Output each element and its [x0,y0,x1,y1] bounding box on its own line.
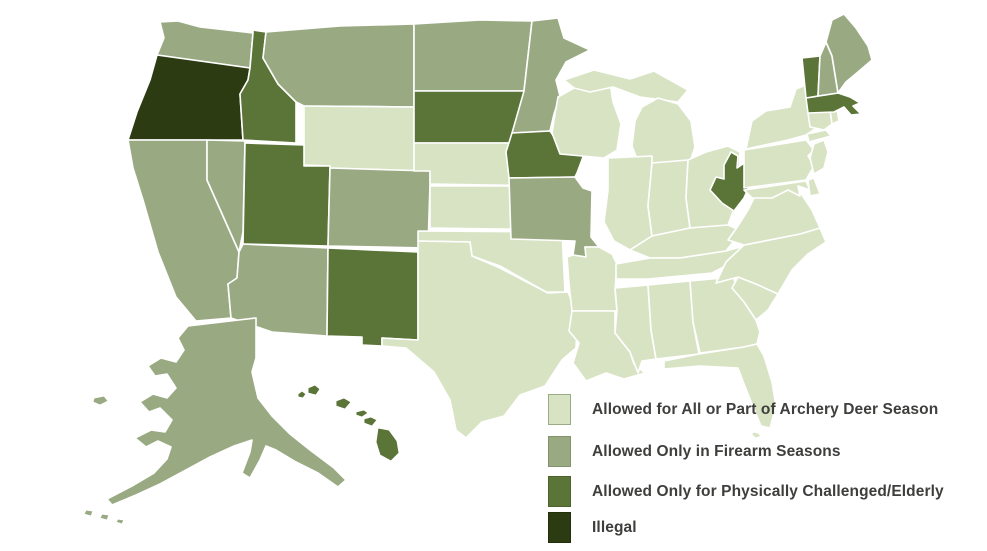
legend-item-firearm: Allowed Only in Firearm Seasons [548,436,841,467]
state-florida-keys [751,431,762,439]
state-new-jersey [809,139,829,175]
legend-swatch-archery [548,394,571,425]
states-group [83,13,873,525]
legend-item-challenged: Allowed Only for Physically Challenged/E… [548,476,944,507]
state-delaware [807,177,821,197]
legend-label-challenged: Allowed Only for Physically Challenged/E… [592,482,944,500]
legend-swatch-illegal [548,512,571,543]
state-maryland [743,180,811,199]
state-michigan-up [563,69,689,103]
state-hawaii-kauai [307,384,321,396]
state-colorado [327,167,431,249]
state-alaska-island [92,395,109,406]
legend-swatch-firearm [548,436,571,467]
state-wisconsin [551,81,622,159]
state-hawaii-oahu [335,397,352,410]
state-hawaii-niihau [297,390,307,399]
state-alaska [106,317,347,506]
legend-label-illegal: Illegal [592,518,637,536]
state-illinois [603,155,653,251]
state-hawaii-molokai [355,409,369,418]
state-indiana [647,159,691,237]
state-nevada [206,139,246,253]
state-florida [663,343,777,429]
legend-swatch-challenged [548,476,571,507]
legend-item-archery: Allowed for All or Part of Archery Deer … [548,394,938,425]
state-oregon [127,54,251,141]
state-north-dakota [413,19,533,92]
state-minnesota [511,17,591,134]
state-vermont [801,55,821,99]
state-maine [825,13,873,94]
state-arkansas [566,246,618,312]
state-hawaii-maui [363,416,378,427]
state-hawaii-big-island [375,427,400,462]
state-massachusetts [805,92,862,116]
state-texas [381,240,579,439]
legend-label-archery: Allowed for All or Part of Archery Deer … [592,400,939,418]
state-new-mexico [326,247,419,347]
legend-label-firearm: Allowed Only in Firearm Seasons [592,442,841,460]
state-alaska-aleutians [83,509,125,525]
legend-item-illegal: Illegal [548,512,637,543]
